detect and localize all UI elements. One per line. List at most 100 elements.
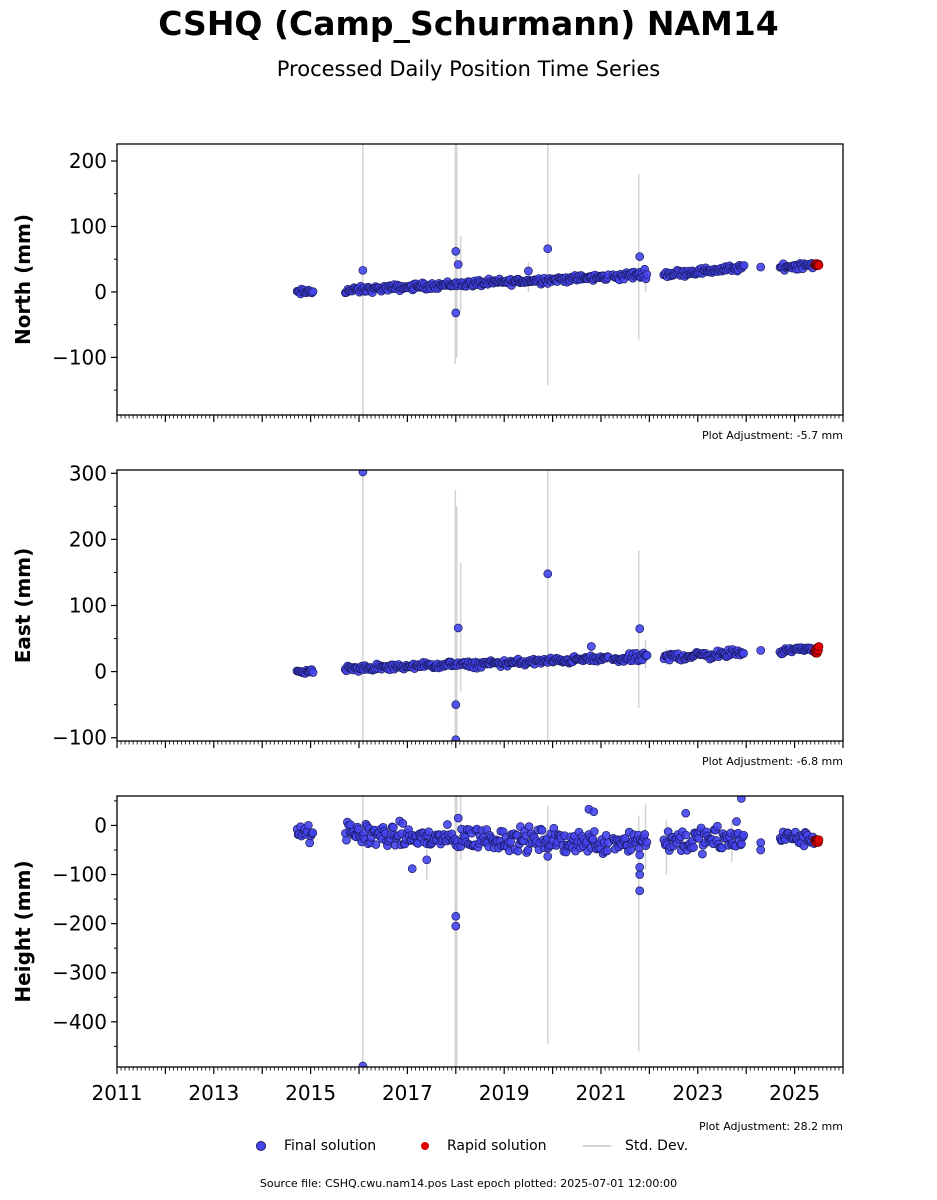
- final-solution-point: [398, 819, 408, 828]
- y-tick-label: 100: [69, 214, 107, 238]
- final-solution-point: [524, 266, 533, 276]
- panel-east: −100 0 100 200 300 East (mm) Plot Adjustment: …: [11, 461, 844, 768]
- y-tick-label: 300: [69, 461, 107, 485]
- panel-north: −100 0 100 200 North (mm) Plot Adjustment: -5…: [11, 143, 844, 442]
- y-tick-label: 0: [94, 660, 107, 684]
- final-solution-point: [739, 830, 749, 840]
- legend-rapid: Rapid solution: [421, 1138, 547, 1154]
- final-solution-point: [453, 813, 463, 823]
- final-solution-point: [453, 260, 463, 269]
- final-solution-point: [756, 838, 766, 847]
- final-solution-point: [640, 830, 650, 839]
- final-solution-point: [756, 262, 766, 272]
- final-solution-point: [506, 837, 516, 847]
- final-solution-point: [358, 470, 368, 477]
- y-tick-label: −400: [52, 1010, 107, 1034]
- final-solution-point: [635, 870, 645, 879]
- y-tick-label: 0: [94, 280, 107, 304]
- final-solution-point: [358, 1061, 368, 1067]
- legend: Final solution Rapid solution Std. Dev.: [0, 1138, 937, 1158]
- final-solution-point: [698, 849, 707, 859]
- final-solution-point: [681, 808, 691, 818]
- final-solution-marker-icon: [256, 1141, 266, 1151]
- legend-stddev: Std. Dev.: [583, 1138, 688, 1154]
- rapid-solution-point: [814, 835, 824, 845]
- final-solution-point: [635, 850, 645, 860]
- final-solution-point: [451, 700, 461, 709]
- plot-area-height: [292, 796, 824, 1067]
- legend-rapid-label: Rapid solution: [447, 1138, 547, 1154]
- final-solution-point: [524, 822, 534, 831]
- plot-area-east: [292, 470, 824, 741]
- final-solution-point: [642, 837, 652, 847]
- final-solution-point: [308, 287, 318, 296]
- final-solution-point: [756, 845, 766, 855]
- y-tick-label: 200: [69, 527, 107, 551]
- rapid-solution-point: [814, 642, 824, 652]
- final-solution-point: [642, 650, 652, 660]
- final-solution-point: [342, 835, 351, 845]
- final-solution-point: [543, 244, 553, 254]
- final-solution-point: [451, 911, 461, 921]
- final-solution-point: [443, 820, 452, 829]
- final-solution-point: [732, 817, 741, 826]
- panel-height: −400 −300 −200 −100 0 2011 2013 2015 2017 2019 202…: [11, 795, 844, 1133]
- final-solution-point: [601, 831, 611, 840]
- final-solution-point: [513, 846, 523, 856]
- rapid-solution-marker-icon: [421, 1142, 429, 1150]
- x-tick-label: 2013: [188, 1081, 239, 1105]
- final-solution-point: [737, 796, 746, 803]
- final-solution-point: [451, 921, 461, 931]
- final-solution-point: [451, 247, 461, 256]
- final-solution-point: [635, 862, 645, 872]
- y-tick-label: 0: [94, 813, 107, 837]
- final-solution-point: [543, 569, 553, 579]
- y-axis-label: Height (mm): [11, 860, 35, 1002]
- y-tick-label: −100: [52, 863, 107, 887]
- final-solution-point: [371, 840, 381, 849]
- final-solution-point: [739, 261, 749, 270]
- final-solution-point: [586, 642, 596, 651]
- final-solution-point: [308, 828, 318, 838]
- plot-adjustment-note: Plot Adjustment: -6.8 mm: [702, 755, 843, 768]
- final-solution-point: [389, 823, 398, 832]
- x-tick-label: 2011: [92, 1081, 143, 1105]
- plot-adjustment-note: Plot Adjustment: 28.2 mm: [699, 1120, 843, 1133]
- x-tick-label: 2015: [285, 1081, 336, 1105]
- final-solution-point: [739, 649, 748, 658]
- final-solution-point: [543, 852, 553, 861]
- final-solution-point: [713, 821, 722, 831]
- final-solution-point: [589, 827, 599, 836]
- x-tick-label: 2023: [672, 1081, 723, 1105]
- final-solution-point: [453, 623, 463, 633]
- final-solution-point: [451, 308, 461, 318]
- final-solution-point: [537, 825, 547, 835]
- legend-final-label: Final solution: [284, 1138, 377, 1154]
- final-solution-point: [689, 843, 698, 852]
- final-solution-point: [635, 252, 645, 261]
- final-solution-point: [642, 270, 652, 279]
- chart-title: CSHQ (Camp_Schurmann) NAM14: [158, 4, 779, 43]
- y-tick-label: −100: [52, 345, 107, 369]
- final-solution-point: [303, 820, 313, 830]
- stddev-line-icon: [583, 1145, 611, 1147]
- x-tick-label: 2021: [576, 1081, 627, 1105]
- x-tick-label: 2025: [769, 1081, 820, 1105]
- legend-stddev-label: Std. Dev.: [625, 1138, 689, 1154]
- final-solution-point: [635, 886, 645, 896]
- y-tick-label: −200: [52, 912, 107, 936]
- panel-frame: [116, 469, 844, 742]
- source-footer: Source file: CSHQ.cwu.nam14.pos Last epo…: [259, 1177, 678, 1190]
- plot-area-north: [292, 144, 824, 415]
- y-tick-label: −300: [52, 961, 107, 985]
- final-solution-point: [422, 855, 432, 865]
- y-tick-label: 100: [69, 594, 107, 618]
- x-tick-label: 2019: [479, 1081, 530, 1105]
- y-tick-label: −100: [52, 726, 107, 750]
- y-axis-label: North (mm): [11, 214, 35, 345]
- final-solution-point: [756, 646, 766, 655]
- plot-adjustment-note: Plot Adjustment: -5.7 mm: [702, 429, 843, 442]
- y-axis-label: East (mm): [11, 548, 35, 664]
- final-solution-point: [308, 668, 318, 677]
